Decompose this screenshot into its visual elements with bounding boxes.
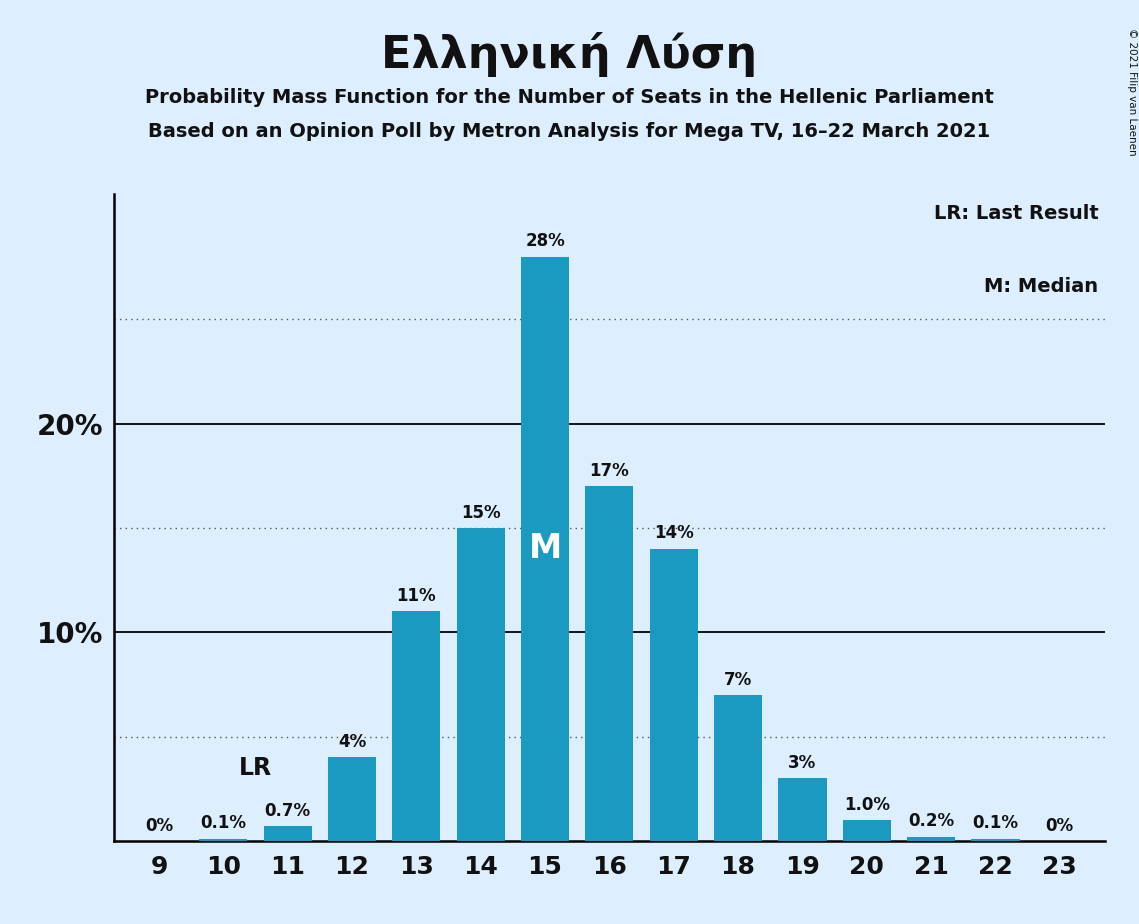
- Text: © 2021 Filip van Laenen: © 2021 Filip van Laenen: [1126, 28, 1137, 155]
- Bar: [972, 839, 1019, 841]
- Text: LR: LR: [239, 757, 272, 781]
- Text: 3%: 3%: [788, 754, 817, 772]
- Text: 0%: 0%: [1046, 817, 1074, 834]
- Text: 28%: 28%: [525, 232, 565, 250]
- Text: 4%: 4%: [338, 733, 366, 751]
- Text: 7%: 7%: [724, 671, 752, 688]
- Text: M: Median: M: Median: [984, 277, 1098, 297]
- Text: LR: Last Result: LR: Last Result: [934, 204, 1098, 224]
- Bar: [907, 836, 956, 841]
- Text: 0.7%: 0.7%: [264, 802, 311, 820]
- Text: 1.0%: 1.0%: [844, 796, 890, 814]
- Text: Ελληνική Λύση: Ελληνική Λύση: [382, 32, 757, 78]
- Bar: [392, 612, 441, 841]
- Bar: [778, 778, 827, 841]
- Bar: [714, 695, 762, 841]
- Bar: [199, 839, 247, 841]
- Text: 0%: 0%: [145, 817, 173, 834]
- Text: Probability Mass Function for the Number of Seats in the Hellenic Parliament: Probability Mass Function for the Number…: [145, 88, 994, 107]
- Text: 17%: 17%: [590, 462, 629, 480]
- Text: 0.1%: 0.1%: [200, 814, 246, 833]
- Text: M: M: [528, 532, 562, 565]
- Bar: [521, 257, 570, 841]
- Bar: [263, 826, 312, 841]
- Text: 0.1%: 0.1%: [973, 814, 1018, 833]
- Bar: [457, 528, 505, 841]
- Bar: [585, 486, 633, 841]
- Text: 0.2%: 0.2%: [908, 812, 954, 831]
- Bar: [649, 549, 698, 841]
- Bar: [328, 758, 376, 841]
- Text: 14%: 14%: [654, 525, 694, 542]
- Bar: [843, 820, 891, 841]
- Text: Based on an Opinion Poll by Metron Analysis for Mega TV, 16–22 March 2021: Based on an Opinion Poll by Metron Analy…: [148, 122, 991, 141]
- Text: 11%: 11%: [396, 587, 436, 605]
- Text: 15%: 15%: [461, 504, 500, 522]
